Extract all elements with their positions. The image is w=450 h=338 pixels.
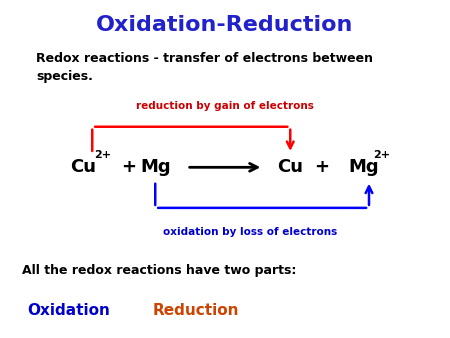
Text: Reduction: Reduction — [153, 304, 239, 318]
Text: Cu: Cu — [70, 158, 96, 176]
Text: +: + — [314, 158, 329, 176]
Text: Oxidation: Oxidation — [27, 304, 110, 318]
Text: Mg: Mg — [349, 158, 379, 176]
Text: oxidation by loss of electrons: oxidation by loss of electrons — [162, 226, 337, 237]
Text: Redox reactions - transfer of electrons between
species.: Redox reactions - transfer of electrons … — [36, 52, 373, 83]
Text: Mg: Mg — [140, 158, 171, 176]
Text: All the redox reactions have two parts:: All the redox reactions have two parts: — [22, 264, 297, 277]
Text: Oxidation-Reduction: Oxidation-Reduction — [96, 15, 354, 35]
Text: 2+: 2+ — [94, 150, 112, 161]
Text: 2+: 2+ — [374, 150, 391, 161]
Text: Cu: Cu — [277, 158, 303, 176]
Text: +: + — [121, 158, 136, 176]
Text: reduction by gain of electrons: reduction by gain of electrons — [136, 101, 314, 112]
